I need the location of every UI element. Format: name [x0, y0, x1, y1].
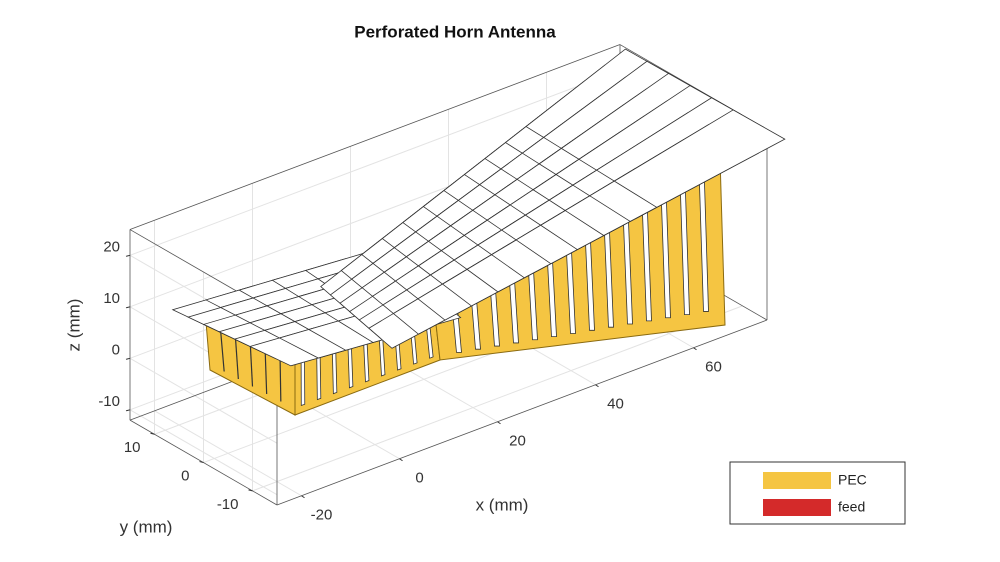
legend-label: PEC [838, 472, 867, 488]
tick-mark [693, 347, 697, 351]
grid-line [129, 409, 278, 496]
tick-mark [150, 432, 155, 435]
z-axis-label: z (mm) [64, 299, 83, 352]
perforation [613, 109, 786, 208]
tick-mark [399, 458, 403, 462]
legend-label: feed [838, 499, 865, 515]
grid-line [129, 357, 278, 444]
z-tick-label: 20 [103, 238, 120, 255]
axis-edge [129, 44, 621, 230]
x-tick-label: 60 [705, 359, 722, 376]
legend-swatch [763, 499, 831, 516]
x-axis-label: x (mm) [476, 495, 529, 514]
legend: PEC feed [729, 461, 906, 525]
x-tick-label: 20 [509, 433, 526, 450]
y-tick-label: -10 [217, 496, 239, 513]
grid-line [252, 305, 743, 492]
y-tick-label: 10 [124, 439, 141, 456]
axis-edge [276, 319, 768, 506]
tick-mark [199, 461, 204, 464]
slot [279, 353, 282, 402]
x-tick-label: 40 [607, 396, 624, 413]
tick-mark [125, 306, 131, 309]
perforation [316, 354, 322, 401]
chart-title: Perforated Horn Antenna [354, 22, 556, 41]
tick-mark [497, 421, 501, 425]
grid-line [129, 69, 621, 256]
y-tick-label: 0 [181, 468, 189, 485]
antenna [171, 48, 786, 416]
tick-mark [125, 409, 131, 412]
tick-mark [248, 489, 253, 492]
legend-swatch [763, 472, 831, 489]
z-tick-label: -10 [98, 393, 120, 410]
tick-mark [301, 495, 305, 499]
tick-mark [125, 357, 131, 360]
y-axis-label: y (mm) [120, 517, 173, 536]
perforation [300, 358, 306, 407]
z-tick-label: 0 [112, 341, 120, 358]
x-tick-label: -20 [311, 507, 333, 524]
z-tick-label: 10 [103, 290, 120, 307]
tick-mark [125, 254, 131, 257]
perforation [331, 349, 338, 395]
tick-mark [595, 384, 599, 388]
x-tick-label: 0 [415, 470, 423, 487]
